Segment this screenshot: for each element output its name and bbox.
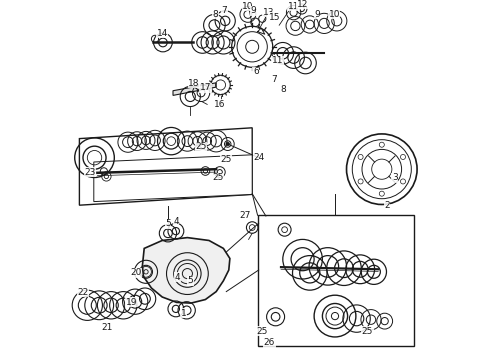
Text: 3: 3 — [392, 174, 397, 182]
Text: 6: 6 — [253, 68, 259, 77]
Text: 25: 25 — [212, 174, 224, 182]
Text: 4: 4 — [173, 216, 179, 225]
Polygon shape — [173, 83, 216, 95]
Text: 27: 27 — [239, 211, 251, 220]
Text: 8: 8 — [213, 10, 219, 19]
Text: 24: 24 — [253, 153, 264, 162]
Text: 2: 2 — [384, 201, 390, 210]
Text: 14: 14 — [156, 29, 168, 37]
Text: 7: 7 — [221, 5, 227, 14]
Text: 4: 4 — [174, 273, 180, 282]
Text: 7: 7 — [271, 75, 277, 84]
Text: 16: 16 — [214, 100, 225, 109]
Polygon shape — [143, 238, 230, 303]
Text: 21: 21 — [102, 323, 113, 332]
Text: 22: 22 — [77, 288, 89, 297]
Text: 15: 15 — [269, 13, 280, 22]
Text: 18: 18 — [188, 79, 199, 88]
Text: 5: 5 — [165, 219, 171, 228]
Text: 13: 13 — [263, 8, 274, 17]
Polygon shape — [94, 155, 252, 202]
Text: 25: 25 — [220, 156, 232, 164]
Polygon shape — [79, 128, 252, 205]
Text: 11: 11 — [271, 56, 283, 65]
Text: 9: 9 — [250, 6, 256, 15]
Text: 1: 1 — [181, 309, 187, 318]
Text: 25: 25 — [257, 327, 268, 336]
Polygon shape — [258, 215, 414, 346]
Text: 5: 5 — [187, 276, 193, 285]
Text: 26: 26 — [264, 338, 275, 347]
Text: 10: 10 — [328, 10, 340, 19]
Text: 10: 10 — [242, 2, 254, 11]
Text: 9: 9 — [314, 10, 320, 19]
Text: 8: 8 — [280, 85, 286, 94]
Circle shape — [226, 142, 229, 146]
Text: 11: 11 — [288, 2, 299, 11]
Text: 25: 25 — [196, 142, 207, 151]
Text: 17: 17 — [199, 84, 211, 93]
Text: 19: 19 — [126, 298, 137, 307]
Text: 20: 20 — [131, 269, 142, 277]
Text: 25: 25 — [362, 327, 373, 336]
Text: 23: 23 — [84, 167, 96, 176]
Text: 12: 12 — [297, 0, 308, 9]
